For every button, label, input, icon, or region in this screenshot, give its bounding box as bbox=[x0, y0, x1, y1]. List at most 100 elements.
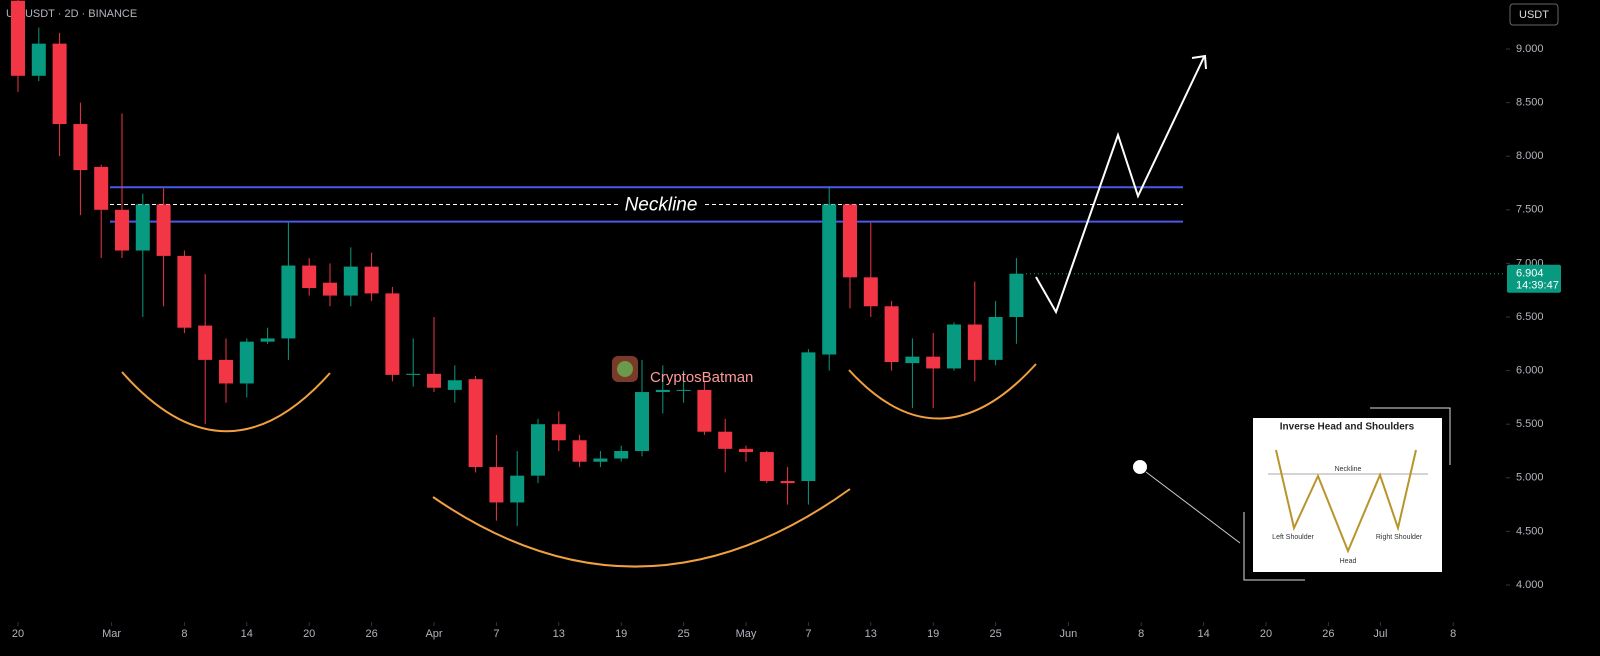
candle-body bbox=[531, 424, 545, 476]
candle-body bbox=[302, 265, 317, 289]
x-tick-label: 14 bbox=[241, 628, 253, 640]
candle-body bbox=[572, 440, 587, 462]
x-tick-label: 19 bbox=[615, 628, 627, 640]
countdown: 14:39:47 bbox=[1516, 280, 1559, 292]
candle-body bbox=[697, 389, 712, 432]
candle-body bbox=[843, 204, 857, 278]
x-tick-label: 20 bbox=[1260, 628, 1272, 640]
chart-title: UNIUSDT · 2D · BINANCE bbox=[6, 8, 137, 20]
candle-body bbox=[281, 265, 296, 339]
candle-body bbox=[1009, 273, 1024, 317]
candle-body bbox=[385, 293, 400, 375]
y-tick-label: 9.000 bbox=[1516, 43, 1544, 55]
y-tick-label: 6.000 bbox=[1516, 365, 1544, 377]
x-tick-label: 20 bbox=[12, 628, 24, 640]
watermark-text: CryptosBatman bbox=[650, 369, 753, 386]
bracket bbox=[1243, 512, 1305, 581]
candle-body bbox=[11, 0, 25, 76]
candle-body bbox=[863, 277, 878, 307]
candle-body bbox=[988, 317, 1003, 360]
bracket bbox=[1370, 407, 1451, 465]
x-tick-label: 25 bbox=[989, 628, 1001, 640]
y-tick-label: 8.000 bbox=[1516, 150, 1544, 162]
y-tick-label: 4.000 bbox=[1516, 579, 1544, 591]
neckline-label: Neckline bbox=[625, 194, 698, 215]
x-tick-label: Mar bbox=[102, 628, 121, 640]
candle-body bbox=[593, 458, 608, 462]
x-tick-label: 8 bbox=[1450, 628, 1456, 640]
head-arc bbox=[432, 488, 851, 568]
last-price: 6.904 bbox=[1516, 268, 1544, 280]
x-tick-label: May bbox=[736, 628, 757, 640]
x-tick-label: 8 bbox=[181, 628, 187, 640]
y-tick-label: 4.500 bbox=[1516, 525, 1544, 537]
shoulder-arc bbox=[121, 371, 331, 433]
candle-body bbox=[323, 282, 337, 296]
y-tick-label: 8.500 bbox=[1516, 97, 1544, 109]
y-tick-label: 7.500 bbox=[1516, 204, 1544, 216]
candle-body bbox=[489, 467, 504, 503]
x-tick-label: Apr bbox=[425, 628, 442, 640]
candle-body bbox=[905, 356, 920, 364]
candle-body bbox=[822, 204, 837, 355]
currency-box bbox=[1509, 3, 1559, 26]
candle-body bbox=[468, 379, 483, 468]
inset-label: Neckline bbox=[1335, 466, 1362, 473]
candle-body bbox=[884, 306, 899, 363]
candle-body bbox=[73, 124, 88, 171]
candle-body bbox=[94, 166, 109, 210]
candle-body bbox=[676, 389, 691, 391]
candle-body bbox=[739, 448, 753, 453]
x-tick-label: 19 bbox=[927, 628, 939, 640]
candle-body bbox=[718, 431, 733, 449]
projection-arrow bbox=[1035, 56, 1205, 315]
candle-body bbox=[427, 373, 441, 388]
candle-body bbox=[655, 389, 670, 393]
candle-body bbox=[780, 481, 795, 484]
candle-body bbox=[52, 43, 67, 125]
currency: USDT bbox=[1519, 9, 1549, 21]
x-tick-label: Jul bbox=[1373, 628, 1387, 640]
y-tick-label: 6.500 bbox=[1516, 311, 1544, 323]
inset-label: Left Shoulder bbox=[1272, 534, 1314, 541]
inset-label: Head bbox=[1340, 558, 1357, 565]
candle-body bbox=[198, 325, 213, 360]
shoulder-arc bbox=[848, 363, 1037, 420]
x-tick-label: 8 bbox=[1138, 628, 1144, 640]
candle-body bbox=[947, 324, 961, 369]
candle-body bbox=[135, 204, 150, 251]
candle-body bbox=[967, 324, 982, 360]
candle-body bbox=[364, 266, 379, 294]
x-tick-label: 7 bbox=[805, 628, 811, 640]
plot: 4.0004.5005.0005.5006.0006.5007.0007.500… bbox=[11, 0, 1561, 640]
inset-label: Right Shoulder bbox=[1376, 534, 1423, 541]
x-tick-label: 7 bbox=[493, 628, 499, 640]
x-tick-label: 20 bbox=[303, 628, 315, 640]
inset: Inverse Head and Shoulders Neckline Left… bbox=[1253, 418, 1442, 572]
candle-body bbox=[406, 373, 421, 375]
candle-body bbox=[801, 352, 816, 482]
x-tick-label: 26 bbox=[365, 628, 377, 640]
watermark: CryptosBatman bbox=[612, 356, 753, 386]
x-tick-label: 26 bbox=[1322, 628, 1334, 640]
anchor-dot bbox=[1133, 460, 1147, 474]
inset-pattern bbox=[1275, 449, 1417, 554]
x-tick-label: 25 bbox=[677, 628, 689, 640]
candle-body bbox=[219, 359, 233, 384]
candle-body bbox=[177, 255, 192, 328]
arrow-head bbox=[1191, 54, 1207, 70]
candle-body bbox=[926, 356, 941, 369]
candle-body bbox=[260, 338, 275, 342]
candle-body bbox=[614, 451, 629, 459]
candle-body bbox=[551, 424, 566, 441]
last-price-box bbox=[1507, 264, 1561, 293]
inset-bg bbox=[1253, 418, 1442, 572]
candle-body bbox=[156, 204, 171, 256]
candle-body bbox=[343, 266, 358, 296]
x-tick-label: 13 bbox=[865, 628, 877, 640]
candle-body bbox=[510, 475, 525, 503]
watermark-icon bbox=[617, 361, 633, 377]
connector bbox=[1145, 471, 1241, 544]
candle-body bbox=[31, 43, 46, 76]
